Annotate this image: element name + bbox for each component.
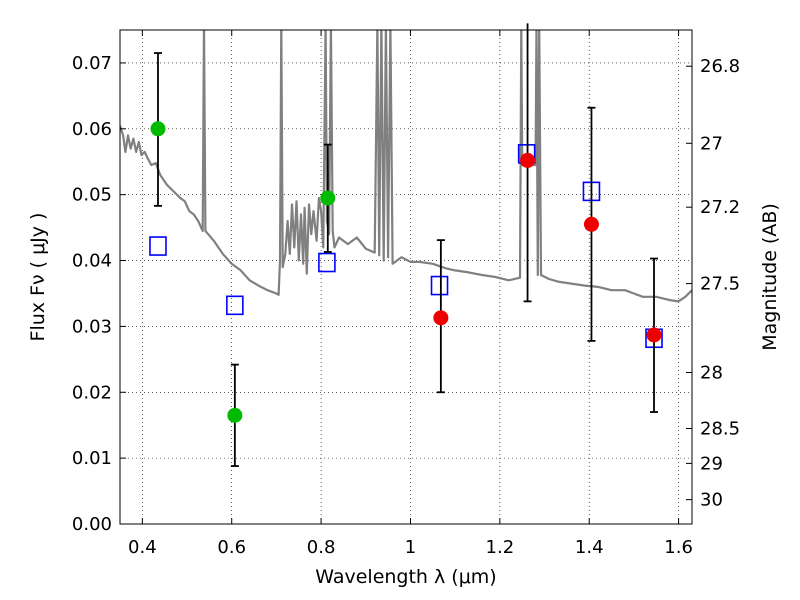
observed-flux-point [583,216,599,232]
y2-tick-label: 27 [700,133,723,154]
y2-tick-label: 28 [700,363,723,384]
y2-tick-label: 28.5 [700,418,740,439]
observed-flux-point [433,310,449,326]
x-tick-label: 1.2 [486,537,515,558]
y-tick-label: 0.05 [72,185,112,206]
y2-tick-label: 29 [700,453,723,474]
plot-frame [119,29,693,525]
y-tick-label: 0.03 [72,316,112,337]
y2-tick-label: 27.5 [700,274,740,295]
x-axis-title: Wavelength λ (μm) [315,566,496,588]
y-tick-label: 0.01 [72,448,112,469]
y-axis-title: Flux Fν ( μJy ) [27,213,49,342]
model-photometry-square [318,252,336,273]
observed-flux-point [520,152,536,168]
x-tick-label: 1.6 [664,537,693,558]
x-tick-label: 0.4 [128,537,157,558]
observed-flux-point [320,190,336,206]
x-tick-label: 0.6 [217,537,246,558]
grid [120,30,692,524]
model-spectrum-line [120,30,692,303]
model-photometry-square [430,275,449,296]
plot-background [120,30,692,524]
y2-tick-label: 27.2 [700,197,740,218]
x-tick-label: 0.8 [307,537,336,558]
observed-flux-point [227,407,243,423]
y-tick-label: 0.02 [72,382,112,403]
model-photometry-square [149,236,167,256]
y-tick-label: 0.04 [72,251,112,272]
y-tick-label: 0.00 [72,514,112,535]
y-tick-label: 0.06 [72,119,112,140]
y2-axis-title: Magnitude (AB) [759,203,781,351]
observed-flux-point [150,121,166,137]
x-tick-label: 1 [405,537,416,558]
observed-flux-point [646,327,662,343]
y2-tick-label: 30 [700,490,723,511]
x-tick-label: 1.4 [575,537,604,558]
y2-tick-label: 26.8 [700,56,740,77]
y-tick-label: 0.07 [72,53,112,74]
model-photometry-square [226,295,244,316]
